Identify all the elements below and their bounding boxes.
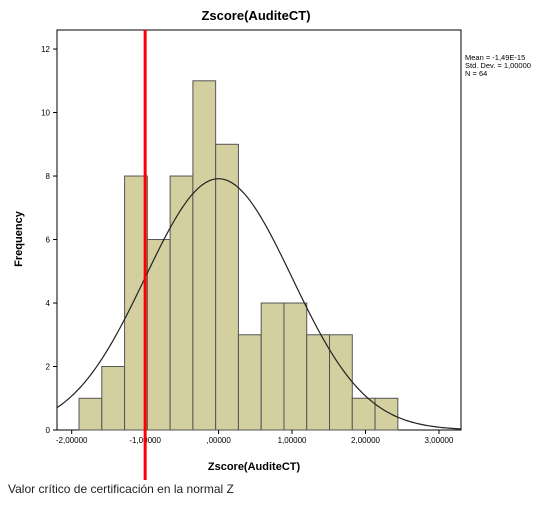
histogram-bar <box>306 334 331 431</box>
x-tick-label: 2,00000 <box>351 436 380 445</box>
x-tick-label: 3,00000 <box>425 436 454 445</box>
x-tick-label: 1,00000 <box>278 436 307 445</box>
stats-line: N = 64 <box>465 69 487 78</box>
y-tick-label: 0 <box>46 426 51 435</box>
stats-line: Std. Dev. = 1,00000 <box>465 61 531 70</box>
x-tick-label: ,00000 <box>206 436 231 445</box>
histogram-bar <box>101 366 126 431</box>
y-tick-label: 12 <box>41 45 50 54</box>
critical-line-caption: Valor crítico de certificación en la nor… <box>8 482 234 496</box>
histogram-bar <box>329 334 353 431</box>
plot-area: 024681012-2,00000-1,00000,000001,000002,… <box>41 29 462 480</box>
y-tick-label: 6 <box>46 236 51 245</box>
normal-curve <box>56 178 462 430</box>
y-axis-title: Frequency <box>13 210 25 267</box>
chart-title: Zscore(AuditeCT) <box>201 8 310 23</box>
histogram-bar <box>351 397 376 431</box>
y-tick-label: 4 <box>46 299 51 308</box>
histogram-bar <box>78 397 103 431</box>
x-axis-title: Zscore(AuditeCT) <box>208 461 301 473</box>
histogram-bar <box>260 302 285 431</box>
histogram-bar <box>215 143 239 431</box>
x-tick-label: -2,00000 <box>56 436 88 445</box>
y-tick-label: 10 <box>41 109 50 118</box>
histogram-bar <box>283 302 308 431</box>
histogram-bar <box>237 334 262 431</box>
histogram-bar <box>374 397 399 431</box>
histogram-bar <box>169 175 194 431</box>
y-tick-label: 2 <box>46 363 51 372</box>
y-tick-label: 8 <box>46 172 51 181</box>
stats-line: Mean = -1,49E-15 <box>465 53 525 62</box>
histogram-bar <box>192 80 217 431</box>
histogram-bar <box>146 239 171 431</box>
